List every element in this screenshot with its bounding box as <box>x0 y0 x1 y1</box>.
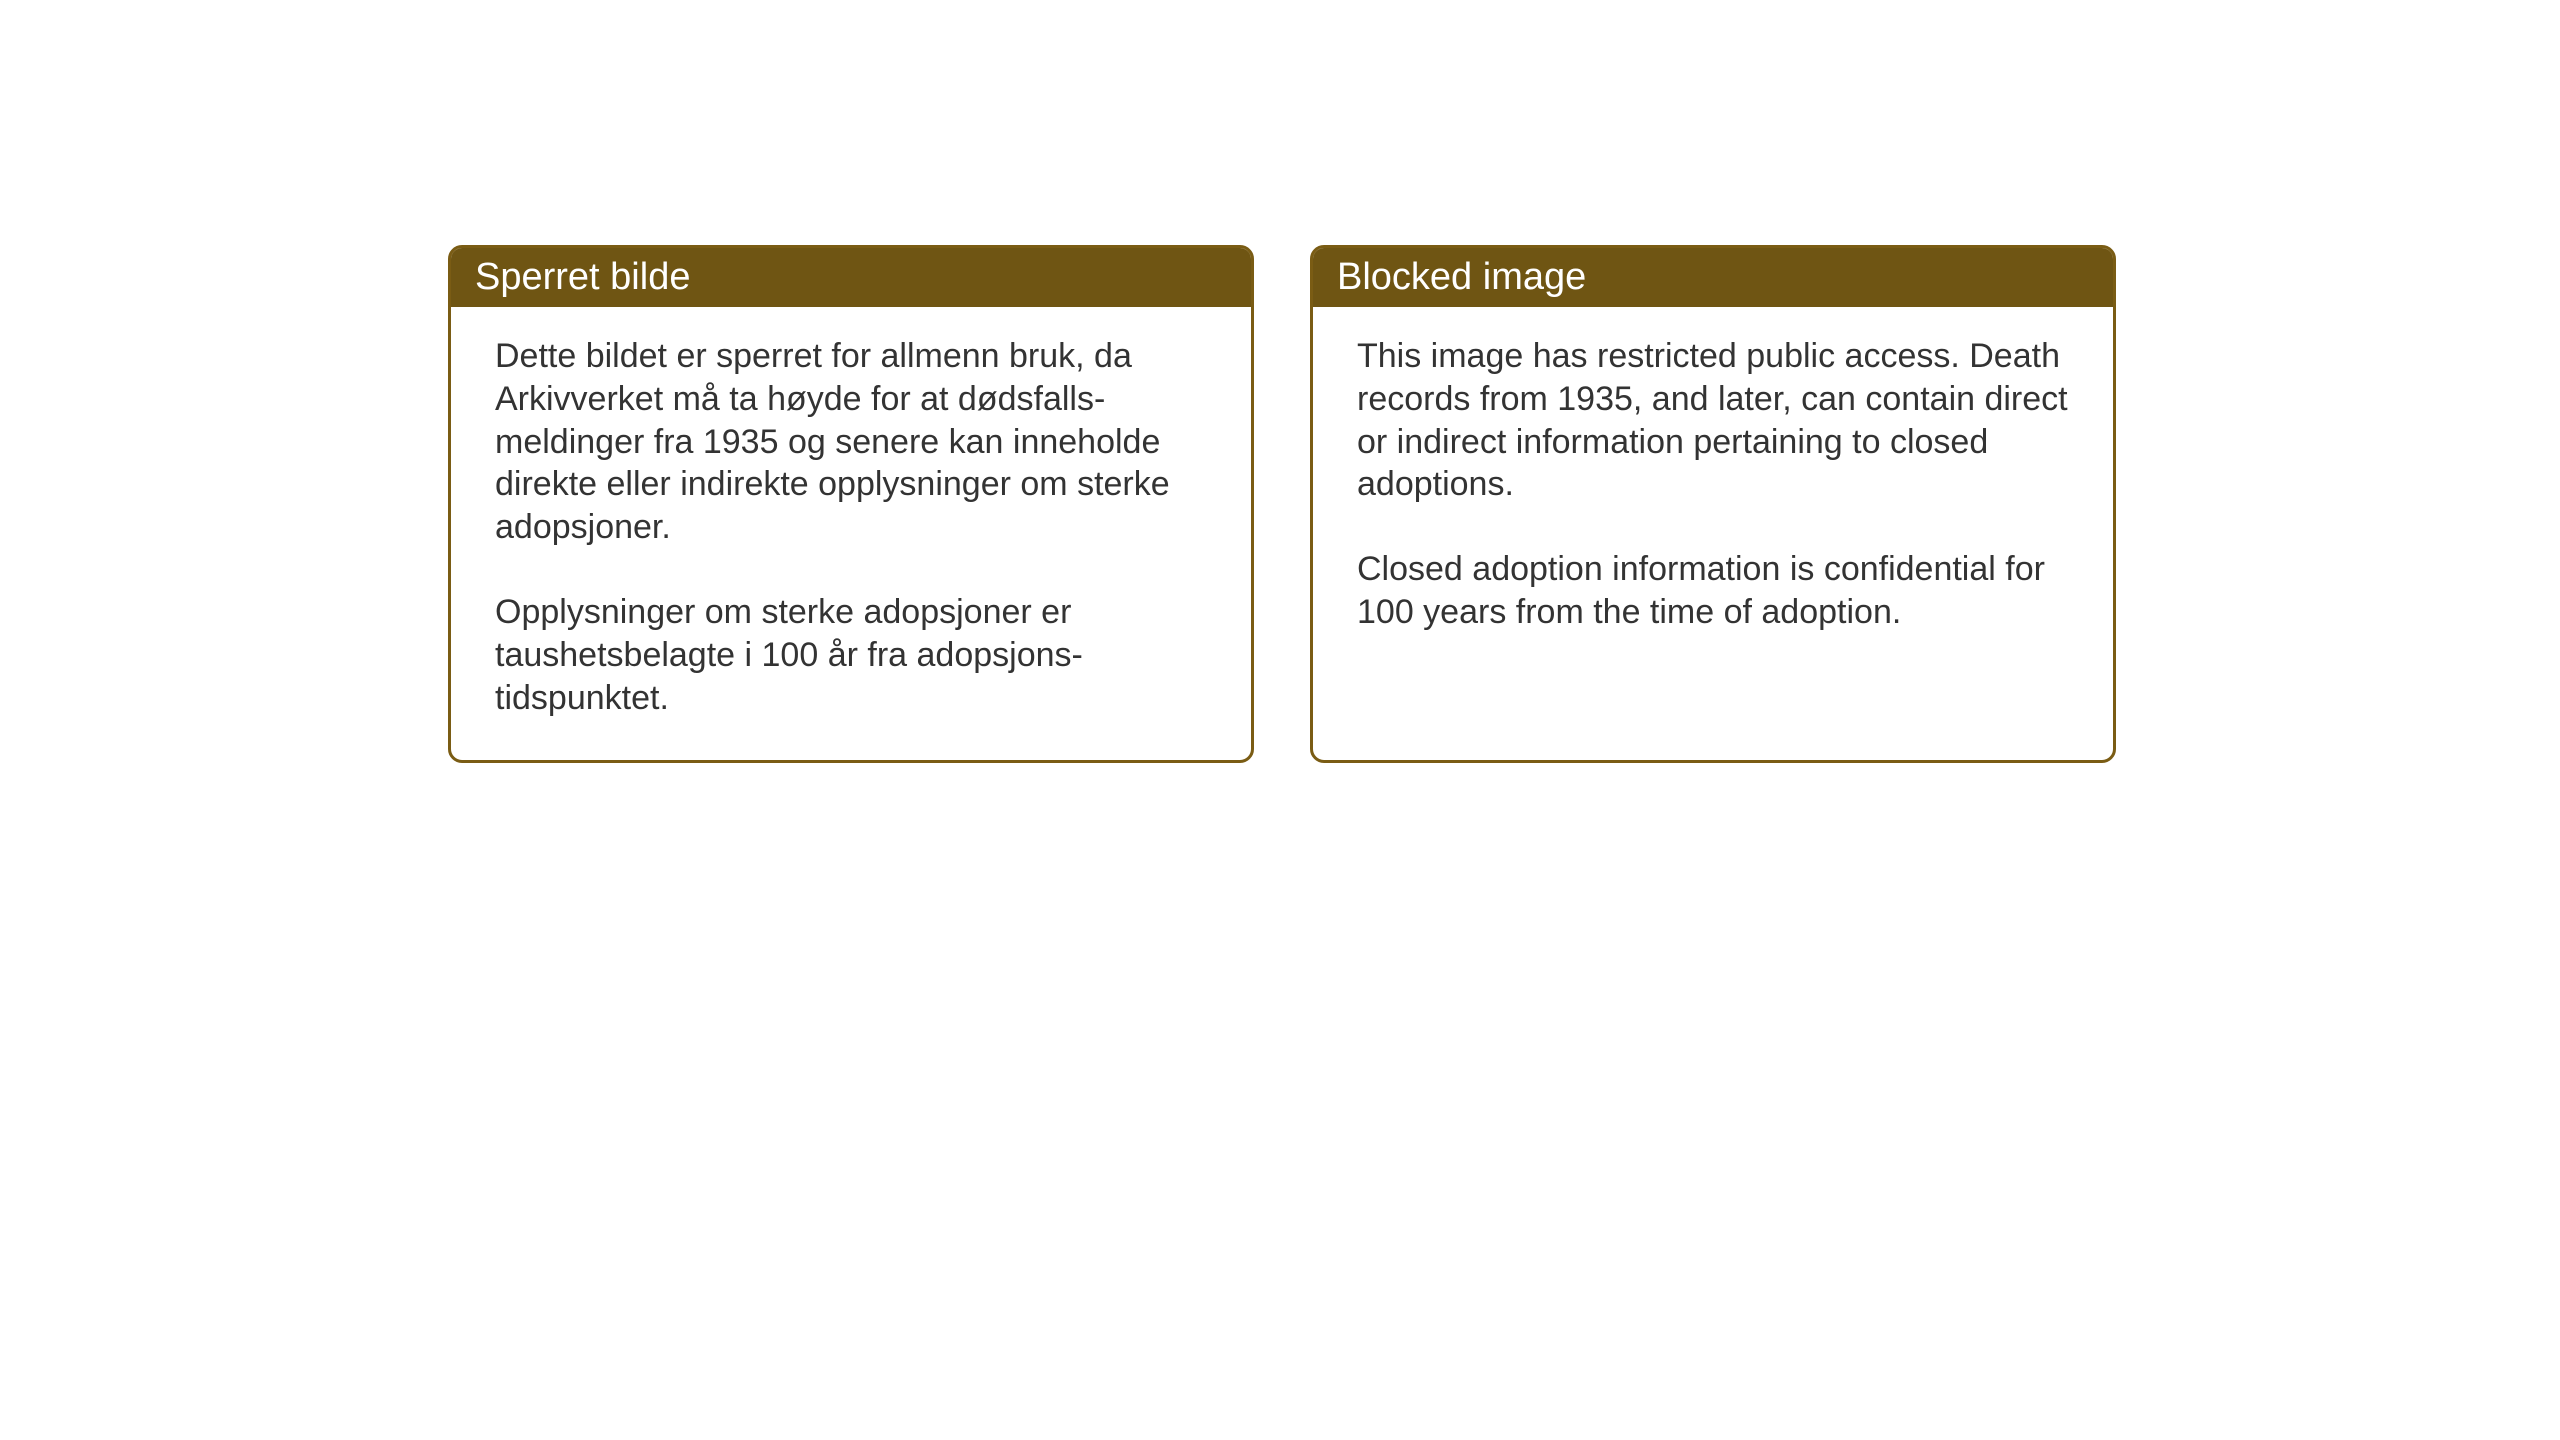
notice-paragraph: Closed adoption information is confident… <box>1357 548 2069 634</box>
notice-body-english: This image has restricted public access.… <box>1313 307 2113 732</box>
notice-body-norwegian: Dette bildet er sperret for allmenn bruk… <box>451 307 1251 760</box>
notice-paragraph: This image has restricted public access.… <box>1357 335 2069 506</box>
notice-paragraph: Opplysninger om sterke adopsjoner er tau… <box>495 591 1207 719</box>
notice-container: Sperret bilde Dette bildet er sperret fo… <box>448 245 2116 763</box>
notice-header-english: Blocked image <box>1313 248 2113 307</box>
notice-box-english: Blocked image This image has restricted … <box>1310 245 2116 763</box>
notice-paragraph: Dette bildet er sperret for allmenn bruk… <box>495 335 1207 549</box>
notice-header-norwegian: Sperret bilde <box>451 248 1251 307</box>
notice-box-norwegian: Sperret bilde Dette bildet er sperret fo… <box>448 245 1254 763</box>
